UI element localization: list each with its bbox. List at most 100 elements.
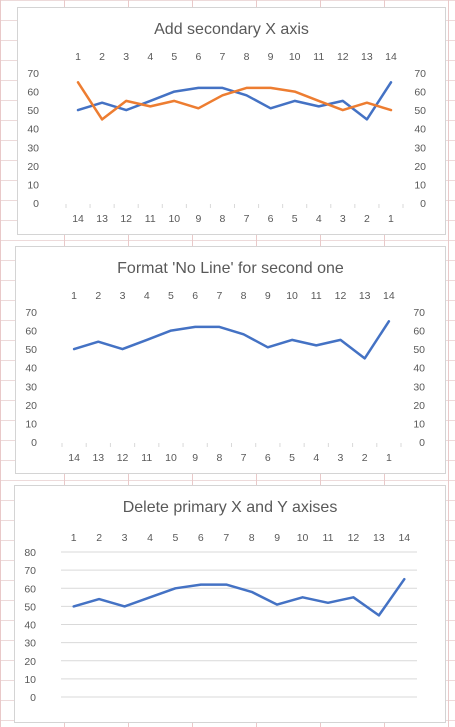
x-tick-label: 6 — [192, 290, 198, 302]
bottom-x-tick-label: 2 — [362, 452, 368, 464]
series-line-1[interactable] — [72, 577, 406, 617]
bottom-x-tick-label: 11 — [141, 452, 152, 464]
chart-panel-add-secondary-x-axis[interactable]: Add secondary X axis 0 0 10 10 20 20 30 30 40 40 5… — [17, 7, 446, 235]
bottom-x-tick-label: 13 — [96, 213, 108, 225]
y-tick-label: 20 — [24, 656, 36, 668]
x-tick-label: 6 — [198, 532, 204, 544]
x-tick-label: 4 — [147, 51, 153, 63]
bottom-x-tick-label: 3 — [340, 213, 346, 225]
x-tick-label: 9 — [265, 290, 271, 302]
x-tick-label: 7 — [220, 51, 226, 63]
y-tick-label: 10 — [27, 179, 39, 191]
y-tick-label: 60 — [25, 326, 37, 338]
bottom-x-tick-label: 5 — [289, 452, 295, 464]
secondary-y-tick-label: 10 — [414, 179, 426, 191]
bottom-x-tick-label: 13 — [92, 452, 104, 464]
chart-title: Delete primary X and Y axises — [122, 499, 338, 516]
x-tick-label: 13 — [361, 51, 373, 63]
chart-title: Format 'No Line' for second one — [117, 260, 344, 277]
bottom-x-tick-label: 11 — [145, 213, 156, 225]
x-tick-label: 7 — [223, 532, 229, 544]
x-tick-label: 1 — [75, 51, 81, 63]
bottom-x-tick-label: 8 — [216, 452, 222, 464]
secondary-y-tick-label: 0 — [419, 437, 425, 449]
y-tick-label: 20 — [25, 400, 37, 412]
x-tick-label: 14 — [383, 290, 395, 302]
bottom-x-tick-label: 14 — [68, 452, 80, 464]
series-line-2[interactable] — [76, 81, 393, 121]
x-tick-label: 4 — [147, 532, 153, 544]
bottom-x-tick-label: 10 — [165, 452, 177, 464]
y-tick-label: 0 — [30, 692, 36, 704]
x-tick-label: 5 — [173, 532, 179, 544]
chart-panel-delete-primary-axes[interactable]: Delete primary X and Y axises 0 10 20 30 40 5… — [14, 485, 446, 723]
bottom-x-tick-label: 12 — [120, 213, 132, 225]
y-tick-label: 80 — [24, 547, 36, 559]
bottom-x-tick-label: 7 — [244, 213, 250, 225]
y-tick-label: 70 — [27, 68, 39, 80]
secondary-y-tick-label: 30 — [413, 381, 425, 393]
x-tick-label: 6 — [195, 51, 201, 63]
bottom-x-tick-label: 9 — [192, 452, 198, 464]
series-line-1[interactable] — [72, 320, 391, 360]
y-tick-label: 0 — [31, 437, 37, 449]
y-tick-label: 70 — [24, 565, 36, 577]
x-tick-label: 2 — [95, 290, 101, 302]
y-tick-label: 60 — [27, 87, 39, 99]
chart-panel-format-no-line[interactable]: Format 'No Line' for second one 0 0 10 10 20… — [15, 246, 446, 474]
secondary-y-tick-label: 40 — [414, 124, 426, 136]
x-tick-label: 3 — [120, 290, 126, 302]
chart-title: Add secondary X axis — [154, 21, 309, 38]
x-tick-label: 14 — [385, 51, 397, 63]
x-tick-label: 3 — [122, 532, 128, 544]
secondary-y-tick-label: 50 — [414, 105, 426, 117]
x-tick-label: 9 — [274, 532, 280, 544]
y-tick-label: 70 — [25, 307, 37, 319]
x-tick-label: 3 — [123, 51, 129, 63]
secondary-y-tick-label: 70 — [414, 68, 426, 80]
x-tick-label: 7 — [216, 290, 222, 302]
x-tick-label: 14 — [398, 532, 410, 544]
x-tick-label: 13 — [373, 532, 385, 544]
bottom-x-tick-label: 1 — [386, 452, 392, 464]
secondary-y-tick-label: 20 — [413, 400, 425, 412]
secondary-y-tick-label: 60 — [414, 87, 426, 99]
y-tick-label: 10 — [25, 418, 37, 430]
x-tick-label: 11 — [313, 51, 324, 63]
x-tick-label: 10 — [289, 51, 301, 63]
secondary-y-tick-label: 10 — [413, 418, 425, 430]
y-tick-label: 30 — [25, 381, 37, 393]
y-tick-label: 60 — [24, 583, 36, 595]
x-tick-label: 1 — [71, 290, 77, 302]
x-tick-label: 4 — [144, 290, 150, 302]
x-tick-label: 10 — [297, 532, 309, 544]
y-tick-label: 40 — [24, 620, 36, 632]
x-tick-label: 12 — [348, 532, 360, 544]
x-tick-label: 5 — [168, 290, 174, 302]
bottom-x-tick-label: 5 — [292, 213, 298, 225]
x-tick-label: 2 — [99, 51, 105, 63]
x-tick-label: 8 — [244, 51, 250, 63]
x-tick-label: 12 — [335, 290, 347, 302]
x-tick-label: 11 — [311, 290, 322, 302]
x-tick-label: 12 — [337, 51, 349, 63]
secondary-y-tick-label: 0 — [420, 198, 426, 210]
x-tick-label: 2 — [96, 532, 102, 544]
bottom-x-tick-label: 14 — [72, 213, 84, 225]
secondary-y-tick-label: 30 — [414, 142, 426, 154]
y-tick-label: 50 — [27, 105, 39, 117]
bottom-x-tick-label: 2 — [364, 213, 370, 225]
secondary-y-tick-label: 70 — [413, 307, 425, 319]
bottom-x-tick-label: 4 — [313, 452, 319, 464]
y-tick-label: 40 — [25, 363, 37, 375]
x-tick-label: 8 — [249, 532, 255, 544]
bottom-x-tick-label: 10 — [168, 213, 180, 225]
y-tick-label: 40 — [27, 124, 39, 136]
secondary-y-tick-label: 40 — [413, 363, 425, 375]
bottom-x-tick-label: 7 — [241, 452, 247, 464]
bottom-x-tick-label: 4 — [316, 213, 322, 225]
y-tick-label: 50 — [25, 344, 37, 356]
